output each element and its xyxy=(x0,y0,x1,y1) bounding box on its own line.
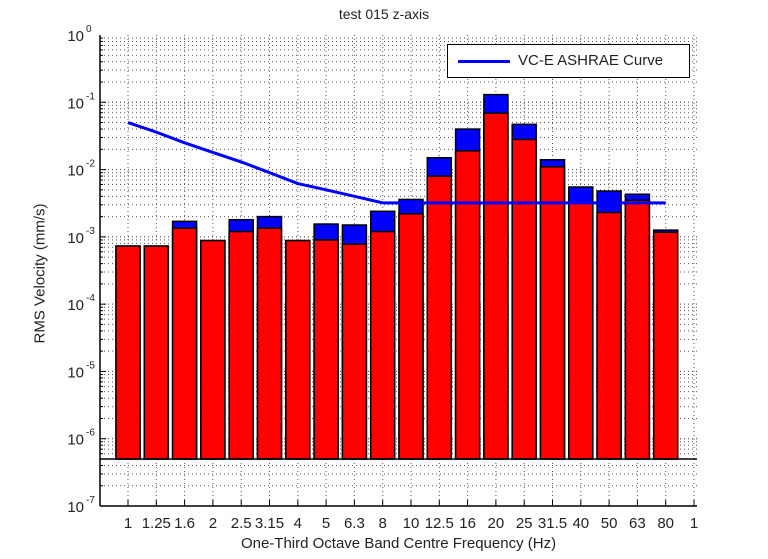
bar-rms xyxy=(228,230,254,460)
legend: VC-E ASHRAE Curve xyxy=(447,44,690,78)
svg-text:16: 16 xyxy=(459,515,476,532)
svg-text:63: 63 xyxy=(629,515,646,532)
svg-text:-6: -6 xyxy=(86,428,95,439)
bar-rms xyxy=(115,245,141,460)
svg-text:-4: -4 xyxy=(86,293,95,304)
y-axis-label: RMS Velocity (mm/s) xyxy=(31,203,49,344)
svg-text:10: 10 xyxy=(67,230,84,247)
svg-text:1: 1 xyxy=(690,515,698,532)
chart-title: test 015 z-axis xyxy=(338,6,430,22)
x-axis-label: One-Third Octave Band Centre Frequency (… xyxy=(240,535,557,552)
legend-line-swatch xyxy=(458,60,510,63)
bar-rms xyxy=(539,166,566,460)
bar-rms xyxy=(483,112,509,460)
svg-text:20: 20 xyxy=(488,515,505,532)
bar-rms xyxy=(398,213,424,460)
svg-text:10: 10 xyxy=(67,95,84,112)
svg-text:6.3: 6.3 xyxy=(344,515,365,532)
svg-text:3.15: 3.15 xyxy=(255,515,284,532)
svg-text:12.5: 12.5 xyxy=(425,515,454,532)
bar-rms xyxy=(369,230,396,460)
svg-text:1.6: 1.6 xyxy=(174,515,195,532)
svg-text:0: 0 xyxy=(86,24,92,35)
bar-rms xyxy=(454,150,481,460)
bar-rms xyxy=(313,239,339,460)
svg-text:4: 4 xyxy=(294,515,302,532)
svg-text:-3: -3 xyxy=(86,226,95,237)
svg-text:8: 8 xyxy=(379,515,387,532)
svg-text:31.5: 31.5 xyxy=(538,515,567,532)
svg-text:50: 50 xyxy=(601,515,618,532)
bar-rms xyxy=(624,199,651,460)
bar-rms xyxy=(341,243,368,460)
bar-rms xyxy=(568,202,594,460)
svg-text:5: 5 xyxy=(322,515,330,532)
bar-rms xyxy=(200,239,226,460)
x-tick-labels: 1 1.25 1.6 2 2.5 3.15 4 5 6.3 8 10 12.5 16 20 25 31.5 40… xyxy=(124,515,698,532)
svg-text:1.25: 1.25 xyxy=(142,515,171,532)
legend-label: VC-E ASHRAE Curve xyxy=(518,52,664,69)
bar-rms xyxy=(596,211,622,460)
svg-text:-1: -1 xyxy=(86,91,95,102)
svg-text:10: 10 xyxy=(67,28,84,45)
bar-rms xyxy=(256,227,283,460)
svg-text:10: 10 xyxy=(403,515,420,532)
svg-text:2.5: 2.5 xyxy=(231,515,252,532)
svg-text:80: 80 xyxy=(657,515,674,532)
svg-text:10: 10 xyxy=(67,432,84,449)
bar-rms xyxy=(511,138,537,460)
svg-text:1: 1 xyxy=(124,515,132,532)
svg-text:10: 10 xyxy=(67,163,84,180)
svg-text:10: 10 xyxy=(67,364,84,381)
vc-e-curve xyxy=(127,121,666,205)
bar-rms xyxy=(652,231,679,460)
svg-text:10: 10 xyxy=(67,499,84,516)
svg-text:40: 40 xyxy=(572,515,589,532)
svg-text:25: 25 xyxy=(516,515,533,532)
svg-text:2: 2 xyxy=(209,515,217,532)
svg-text:-2: -2 xyxy=(86,159,95,170)
svg-text:-7: -7 xyxy=(86,495,95,506)
bar-rms xyxy=(426,175,453,460)
svg-text:10: 10 xyxy=(67,297,84,314)
bar-rms xyxy=(143,245,170,460)
bar-rms xyxy=(171,227,198,460)
svg-text:-5: -5 xyxy=(86,360,95,371)
bar-rms xyxy=(285,239,311,460)
